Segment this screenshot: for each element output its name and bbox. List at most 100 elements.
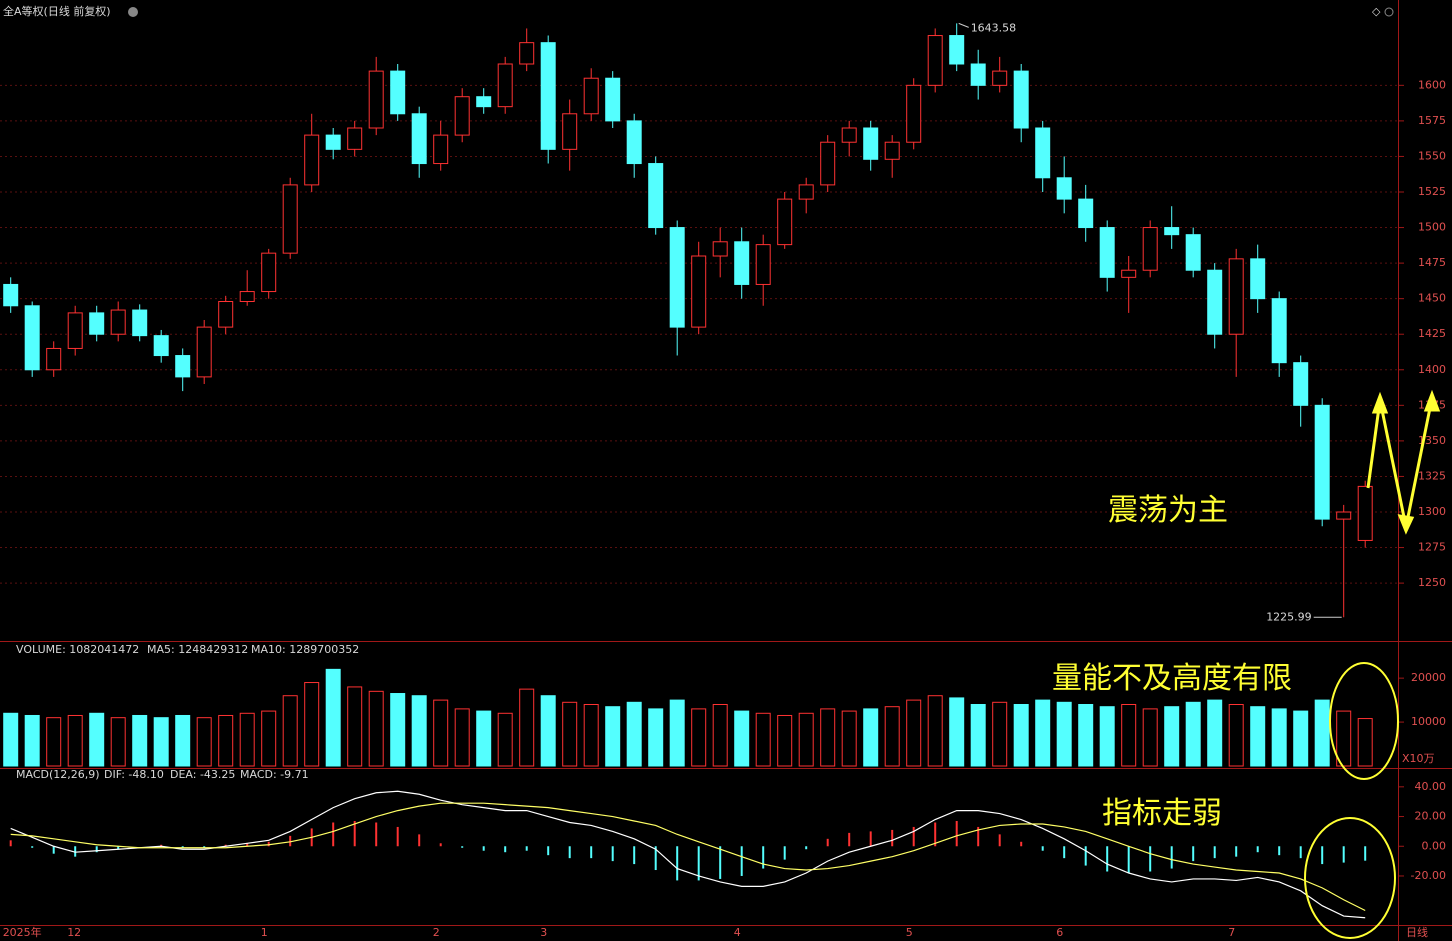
x-tick-label: 7 [1228,926,1235,939]
y-tick-label: 1575 [1418,114,1446,127]
candle-body [433,134,449,165]
candle-body [970,63,986,86]
x-tick-label: 3 [540,926,547,939]
low-label: 1225.99 [1266,610,1312,623]
candle-body [196,326,212,378]
candle-body [1228,258,1244,335]
candle-body [820,141,836,186]
volume-bar [927,695,943,767]
volume-bar [3,712,19,767]
candle-body [1207,269,1223,335]
volume-bar [949,697,965,767]
candle-body [1099,227,1115,278]
volume-bar [261,710,277,767]
volume-bar [669,699,685,767]
volume-bar [476,710,492,767]
candle-body [519,42,535,65]
zigzag-arrow [1366,397,1434,528]
candle-body [863,127,879,160]
candle-body [476,96,492,108]
y-tick-label: 1400 [1418,363,1446,376]
x-tick-label: 12 [67,926,81,939]
y-tick-label: 1600 [1418,78,1446,91]
volume-bar [605,706,621,767]
volume-bar [798,712,814,767]
volume-bar [1207,699,1223,767]
y-tick-label: 1250 [1418,576,1446,589]
legend-item: MACD: -9.71 [240,768,309,781]
title-dropdown[interactable] [128,7,138,17]
candle-body [304,134,320,186]
y-tick-label: 1525 [1418,185,1446,198]
volume-bar [368,690,384,767]
candle-body [1013,70,1029,129]
icon[interactable]: ◇ [1372,5,1381,18]
candle-body [89,312,105,335]
volume-bar [89,712,105,767]
volume-bar [519,688,535,767]
candle-body [1142,227,1158,271]
volume-bar [1185,701,1201,767]
candle-body [1336,511,1352,520]
volume-bar [734,710,750,767]
volume-bar [132,714,148,767]
candle-body [497,63,513,108]
y-tick-label: 1450 [1418,292,1446,305]
candle-body [110,309,126,335]
volume-bar [1314,699,1330,767]
y-tick-label: 1425 [1418,327,1446,340]
volume-bar [626,701,642,767]
volume-bar [755,712,771,767]
x-tick-label: 1 [261,926,268,939]
candle-body [540,42,556,150]
candle-body [1250,258,1266,300]
forecast-arrows [1304,389,1441,939]
y-tick-label: -20.00 [1411,869,1446,882]
candle-body [798,184,814,200]
candle-body [712,241,728,257]
volume-bar [282,695,298,767]
candle-body [648,163,664,229]
candle-body [46,347,62,371]
candle-body [390,70,406,115]
volume-bar [863,708,879,767]
volume-bar [1099,706,1115,767]
legend-item: VOLUME: 1082041472 [16,643,139,656]
volume-bar [1142,708,1158,767]
y-tick-label: 0.00 [1422,839,1447,852]
volume-bar [239,712,255,767]
candle-body [1121,269,1137,278]
candle-body [368,70,384,129]
annotation: 量能不及高度有限 [1052,661,1292,696]
candle-body [411,113,427,165]
candle-body [153,335,169,357]
candle-body [562,113,578,150]
volume-bar [1164,706,1180,767]
volume-bar [46,717,62,767]
volume-bar [1357,718,1373,767]
y-tick-label: 1325 [1418,469,1446,482]
volume-bar [1250,706,1266,767]
volume-bar [648,708,664,767]
arrowhead [1397,514,1415,535]
candle-body [239,291,255,303]
volume-bar [1228,704,1244,767]
icon[interactable] [1384,7,1394,17]
period-label: 日线 [1406,925,1428,939]
candle-body [261,252,277,293]
candle-body [24,305,40,371]
y-tick-label: 40.00 [1415,780,1447,793]
y-tick-label: 20000 [1411,671,1446,684]
candle-body [949,35,965,65]
candle-body [884,141,900,160]
candle-body [1357,485,1373,541]
volume-bar [24,714,40,767]
volume-bar [325,668,341,767]
candle-body [325,134,341,150]
y-tick-label: 1275 [1418,541,1446,554]
candle-body [992,70,1008,86]
volume-bar [712,704,728,767]
legend-item: DIF: -48.10 [104,768,164,781]
